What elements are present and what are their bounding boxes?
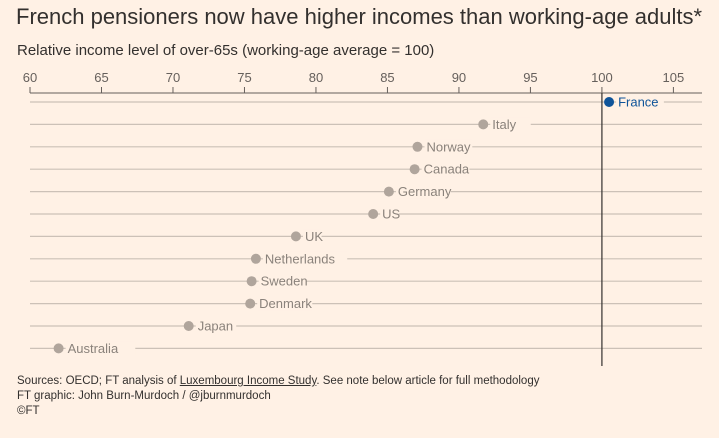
dot-plot-chart: 60 65 70 75 80 85 90 95 100 105 France Italy Norway… xyxy=(23,70,702,366)
label-knockout xyxy=(257,296,313,311)
x-tick-label: 105 xyxy=(663,70,685,85)
data-point xyxy=(53,343,64,354)
data-point xyxy=(368,209,379,219)
country-label: Sweden xyxy=(261,274,308,289)
x-tick-label: 60 xyxy=(23,70,37,85)
country-label: Italy xyxy=(492,117,516,132)
country-label: Canada xyxy=(424,162,470,177)
country-label: Denmark xyxy=(259,296,312,311)
data-point xyxy=(409,164,420,175)
label-knockout xyxy=(616,95,664,109)
label-knockout xyxy=(424,139,473,154)
x-tick-label: 75 xyxy=(237,70,251,85)
label-knockout xyxy=(195,319,237,333)
chart-footer: Sources: OECD; FT analysis of Luxembourg… xyxy=(17,374,539,419)
data-point xyxy=(245,298,256,309)
sources-note: Sources: OECD; FT analysis of Luxembourg… xyxy=(17,374,539,389)
country-label: France xyxy=(618,95,658,110)
data-point xyxy=(290,231,301,242)
x-tick-label: 65 xyxy=(94,70,108,85)
country-label: US xyxy=(382,207,400,222)
x-tick-label: 80 xyxy=(309,70,323,85)
x-tick-label: 95 xyxy=(523,70,537,85)
data-point xyxy=(183,321,194,331)
graphic-credit: FT graphic: John Burn-Murdoch / @jburnmu… xyxy=(17,390,271,402)
copyright: ©FT xyxy=(17,405,40,417)
chart-title: French pensioners now have higher income… xyxy=(16,4,703,29)
sources-suffix: . See note below article for full method… xyxy=(316,375,540,387)
x-tick-label: 70 xyxy=(166,70,180,85)
label-knockout xyxy=(380,207,399,221)
x-tick-label: 100 xyxy=(591,70,613,85)
label-knockout xyxy=(262,251,348,266)
label-knockout xyxy=(302,229,322,244)
data-point xyxy=(246,276,257,287)
row-gridlines xyxy=(30,101,702,349)
x-tick-label: 90 xyxy=(452,70,466,85)
luxembourg-income-study-link[interactable]: Luxembourg Income Study xyxy=(179,375,317,387)
label-knockout xyxy=(65,341,136,356)
label-knockout xyxy=(395,184,451,199)
country-label: Australia xyxy=(68,341,119,356)
label-knockout xyxy=(490,117,531,132)
data-points: France Italy Norway Canada Germany US UK Nether… xyxy=(53,95,664,356)
label-knockout xyxy=(258,274,307,289)
data-point xyxy=(604,97,615,107)
x-axis-ticks: 60 65 70 75 80 85 90 95 100 105 xyxy=(23,70,702,94)
data-point xyxy=(412,141,423,152)
sources-prefix: Sources: OECD; FT analysis of xyxy=(17,375,180,387)
country-label: Japan xyxy=(198,319,233,334)
data-point xyxy=(250,253,261,264)
country-label: Germany xyxy=(398,184,452,199)
country-label: Norway xyxy=(426,139,471,154)
country-label: UK xyxy=(305,229,323,244)
chart-subtitle: Relative income level of over-65s (worki… xyxy=(17,42,435,59)
data-point xyxy=(383,186,394,197)
country-label: Netherlands xyxy=(265,251,336,266)
label-knockout xyxy=(421,162,470,177)
data-point xyxy=(478,119,489,130)
x-tick-label: 85 xyxy=(380,70,394,85)
